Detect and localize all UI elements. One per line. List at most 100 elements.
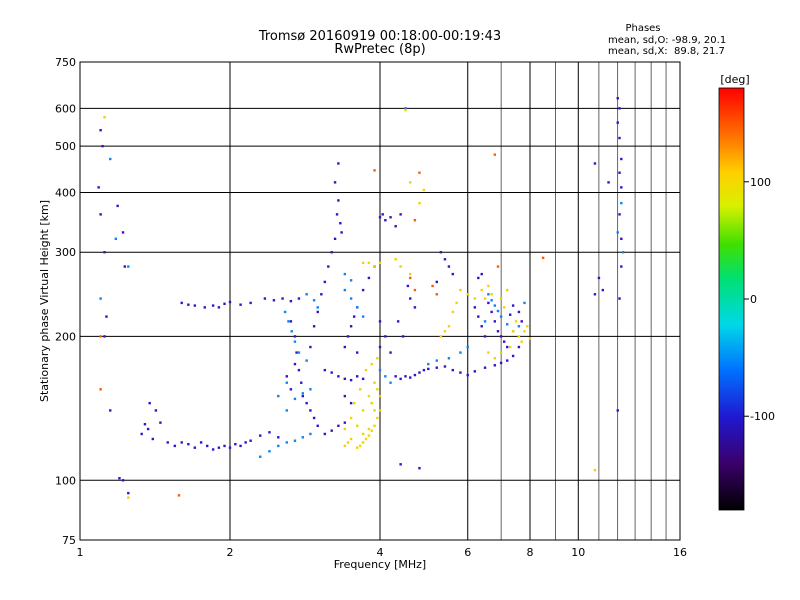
data-point bbox=[285, 409, 288, 412]
data-point bbox=[480, 288, 483, 292]
data-point bbox=[620, 265, 623, 268]
data-point bbox=[239, 303, 242, 306]
data-point bbox=[289, 388, 293, 391]
data-point bbox=[490, 293, 493, 296]
data-point bbox=[361, 409, 365, 412]
data-point bbox=[121, 231, 125, 234]
data-point bbox=[116, 204, 119, 208]
data-point bbox=[378, 320, 382, 323]
data-point bbox=[323, 368, 327, 372]
data-point bbox=[305, 401, 308, 405]
data-point bbox=[409, 297, 412, 300]
y-axis-ticks: 75 100 200 300 400 500 600 750 bbox=[55, 56, 76, 547]
colorbar bbox=[719, 88, 744, 510]
data-point bbox=[616, 231, 619, 234]
data-point bbox=[483, 335, 487, 338]
data-point bbox=[355, 424, 359, 428]
data-point bbox=[316, 310, 319, 314]
data-point bbox=[376, 388, 379, 391]
data-point bbox=[187, 442, 190, 446]
y-tick-label: 500 bbox=[55, 140, 76, 153]
colorbar-tick-label: 0 bbox=[750, 293, 757, 306]
data-point bbox=[223, 444, 226, 448]
data-point bbox=[361, 288, 365, 292]
data-point bbox=[121, 479, 125, 482]
data-point bbox=[502, 340, 506, 343]
data-point bbox=[343, 272, 347, 276]
data-point bbox=[418, 466, 421, 470]
data-point bbox=[340, 231, 343, 234]
data-point bbox=[499, 351, 503, 354]
data-point bbox=[339, 222, 342, 225]
data-point bbox=[337, 199, 340, 202]
data-point bbox=[447, 357, 451, 360]
x-tick-label: 1 bbox=[77, 546, 84, 559]
data-point bbox=[618, 107, 621, 110]
data-point bbox=[616, 96, 619, 100]
data-point bbox=[367, 427, 371, 431]
data-point bbox=[295, 351, 298, 354]
data-point bbox=[520, 340, 523, 343]
data-point bbox=[290, 330, 293, 333]
data-point bbox=[309, 432, 312, 436]
data-point bbox=[277, 444, 280, 448]
data-point bbox=[439, 335, 443, 338]
data-point bbox=[418, 171, 421, 174]
data-point bbox=[376, 416, 379, 420]
data-point bbox=[439, 251, 443, 254]
data-point bbox=[517, 325, 521, 328]
data-point bbox=[367, 261, 371, 265]
data-point bbox=[309, 345, 312, 349]
data-point bbox=[180, 441, 183, 444]
data-point bbox=[399, 463, 402, 466]
data-point bbox=[367, 276, 371, 280]
data-point bbox=[483, 320, 487, 323]
data-point bbox=[487, 301, 490, 305]
data-point bbox=[493, 304, 497, 307]
data-point bbox=[99, 297, 102, 300]
data-point bbox=[409, 276, 412, 280]
data-point bbox=[378, 345, 382, 349]
data-point bbox=[281, 297, 284, 300]
data-point bbox=[373, 409, 376, 412]
data-point bbox=[618, 297, 621, 300]
y-tick-label: 300 bbox=[55, 246, 76, 259]
data-point bbox=[511, 330, 515, 333]
data-point bbox=[443, 330, 447, 333]
data-point bbox=[443, 365, 447, 368]
data-point bbox=[323, 432, 327, 436]
legend-info-x: mean, sd,X: 89.8, 21.7 bbox=[608, 46, 725, 57]
data-point bbox=[293, 439, 297, 442]
data-point bbox=[459, 351, 462, 354]
data-point bbox=[511, 304, 515, 307]
data-point bbox=[159, 421, 162, 424]
data-point bbox=[127, 496, 130, 499]
data-point bbox=[616, 121, 619, 124]
data-point bbox=[517, 335, 521, 338]
y-tick-label: 75 bbox=[62, 534, 76, 547]
data-point bbox=[473, 370, 477, 373]
data-point bbox=[101, 144, 104, 148]
data-point bbox=[123, 265, 126, 268]
data-point bbox=[496, 309, 500, 313]
data-point bbox=[520, 320, 523, 323]
data-point bbox=[480, 272, 483, 276]
data-point bbox=[483, 366, 487, 369]
data-point bbox=[285, 441, 288, 444]
data-point bbox=[451, 368, 455, 372]
data-point bbox=[293, 362, 297, 366]
data-point bbox=[223, 302, 226, 305]
data-point bbox=[435, 280, 438, 284]
data-point bbox=[352, 315, 356, 318]
data-point bbox=[355, 351, 359, 354]
data-point bbox=[259, 434, 262, 437]
data-point bbox=[259, 455, 262, 458]
data-point bbox=[293, 397, 297, 401]
data-point bbox=[320, 293, 323, 296]
data-point bbox=[361, 261, 365, 265]
data-point bbox=[99, 213, 102, 216]
data-point bbox=[459, 371, 462, 374]
data-point bbox=[300, 381, 303, 384]
data-point bbox=[99, 388, 102, 391]
data-point bbox=[228, 300, 232, 304]
